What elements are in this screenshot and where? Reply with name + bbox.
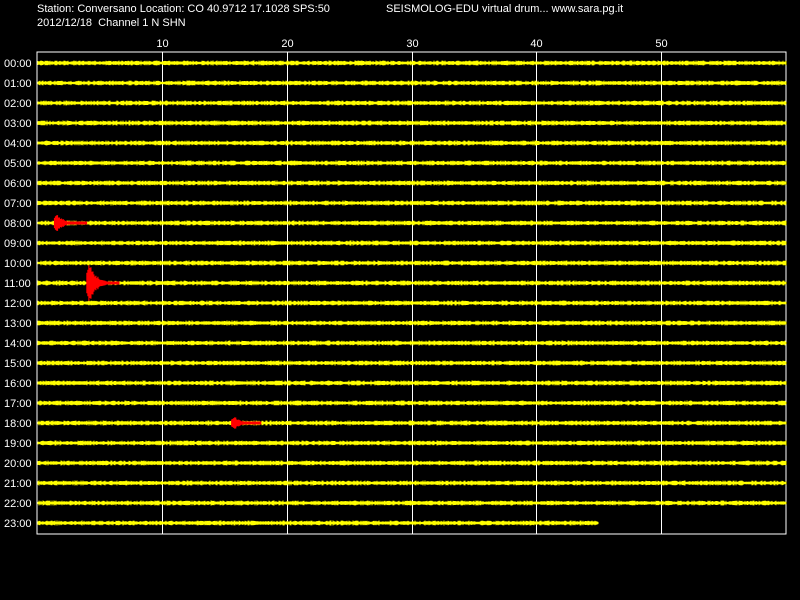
- trace-19:00: [37, 440, 787, 446]
- trace-16:00: [37, 380, 787, 386]
- date-channel-info: 2012/12/18 Channel 1 N SHN: [37, 17, 186, 29]
- trace-23:00: [37, 520, 599, 526]
- trace-18:00: [37, 420, 787, 426]
- x-tick-label: 50: [655, 38, 667, 50]
- trace-04:00: [37, 140, 787, 146]
- hour-label: 05:00: [4, 158, 32, 170]
- hour-label: 17:00: [4, 398, 32, 410]
- hour-label: 21:00: [4, 478, 32, 490]
- trace-10:00: [37, 260, 787, 266]
- hour-label: 23:00: [4, 518, 32, 530]
- trace-20:00: [37, 460, 787, 466]
- hour-label: 07:00: [4, 198, 32, 210]
- trace-07:00: [37, 200, 787, 206]
- trace-15:00: [37, 360, 787, 366]
- trace-14:00: [37, 340, 787, 346]
- hour-label: 16:00: [4, 378, 32, 390]
- trace-02:00: [37, 100, 787, 106]
- hour-label: 18:00: [4, 418, 32, 430]
- hour-label: 01:00: [4, 78, 32, 90]
- x-tick-label: 20: [281, 38, 293, 50]
- trace-05:00: [37, 160, 787, 166]
- hour-label: 20:00: [4, 458, 32, 470]
- trace-17:00: [37, 400, 787, 406]
- hour-label: 04:00: [4, 138, 32, 150]
- hour-label: 13:00: [4, 318, 32, 330]
- hour-label: 14:00: [4, 338, 32, 350]
- trace-22:00: [37, 500, 787, 506]
- trace-06:00: [37, 180, 787, 186]
- hour-label: 03:00: [4, 118, 32, 130]
- trace-12:00: [37, 300, 787, 306]
- hour-label: 00:00: [4, 58, 32, 70]
- seismic-event-08:00: [53, 215, 88, 231]
- hour-label: 19:00: [4, 438, 32, 450]
- trace-03:00: [37, 120, 787, 126]
- trace-00:00: [37, 60, 787, 66]
- trace-21:00: [37, 480, 787, 486]
- hour-label: 15:00: [4, 358, 32, 370]
- trace-13:00: [37, 320, 787, 326]
- trace-01:00: [37, 80, 787, 86]
- x-tick-label: 30: [406, 38, 418, 50]
- trace-09:00: [37, 240, 787, 246]
- plot-frame: [36, 51, 787, 535]
- hour-label: 08:00: [4, 218, 32, 230]
- hour-label: 02:00: [4, 98, 32, 110]
- hour-label: 22:00: [4, 498, 32, 510]
- trace-11:00: [37, 280, 787, 286]
- drum-title: SEISMOLOG-EDU virtual drum... www.sara.p…: [386, 3, 624, 15]
- hour-label: 12:00: [4, 298, 32, 310]
- x-tick-label: 40: [530, 38, 542, 50]
- x-tick-label: 10: [156, 38, 168, 50]
- seismic-event-18:00: [231, 417, 262, 429]
- hour-label: 09:00: [4, 238, 32, 250]
- seismic-event-11:00: [86, 265, 120, 301]
- station-info: Station: Conversano Location: CO 40.9712…: [37, 3, 330, 15]
- hour-label: 11:00: [4, 278, 31, 290]
- trace-08:00: [37, 220, 787, 226]
- hour-label: 10:00: [4, 258, 32, 270]
- hour-label: 06:00: [4, 178, 32, 190]
